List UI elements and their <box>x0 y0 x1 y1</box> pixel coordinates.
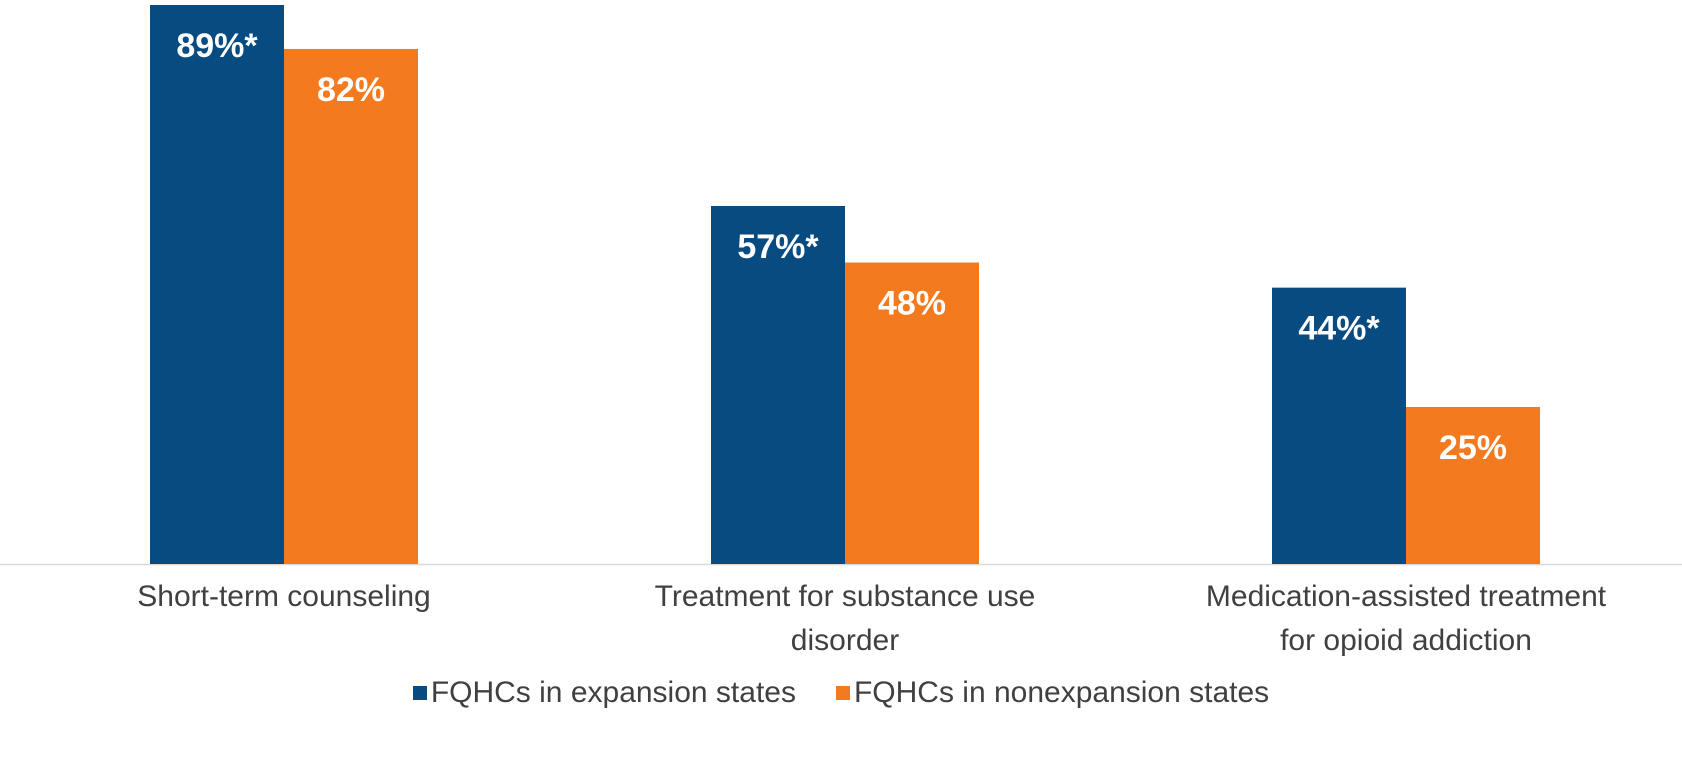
legend-item-nonexpansion: FQHCs in nonexpansion states <box>835 676 1270 710</box>
data-label-expansion-2: 44%* <box>1298 310 1380 348</box>
legend-label-expansion: FQHCs in expansion states <box>430 676 796 709</box>
category-label-1-line-0: Treatment for substance use <box>655 580 1036 613</box>
legend-item-expansion: FQHCs in expansion states <box>412 676 796 710</box>
category-label-0-line-0: Short-term counseling <box>137 580 430 613</box>
legend-swatch-nonexpansion <box>835 686 850 700</box>
legend: FQHCs in expansion states FQHCs in nonex… <box>0 676 1682 710</box>
category-label-1-line-1: disorder <box>791 624 899 657</box>
legend-swatch-expansion <box>412 686 427 700</box>
bar-expansion-1 <box>711 205 845 564</box>
data-label-nonexpansion-0: 82% <box>317 71 385 109</box>
category-label-2-line-1: for opioid addiction <box>1280 624 1532 657</box>
data-label-expansion-0: 89%* <box>176 27 258 65</box>
bar-nonexpansion-1 <box>845 262 979 564</box>
bar-nonexpansion-2 <box>1406 406 1540 564</box>
bar-chart-svg: 89%* 57%* 44%* 82% 48% 25% Short-term counseli… <box>0 5 1682 657</box>
data-label-nonexpansion-1: 48% <box>878 285 946 323</box>
legend-label-nonexpansion: FQHCs in nonexpansion states <box>853 676 1270 709</box>
bar-expansion-0 <box>150 5 284 564</box>
category-label-2-line-0: Medication-assisted treatment <box>1206 580 1607 613</box>
data-label-nonexpansion-2: 25% <box>1439 429 1507 467</box>
bar-nonexpansion-0 <box>284 48 418 564</box>
bar-expansion-2 <box>1272 287 1406 564</box>
data-label-expansion-1: 57%* <box>737 228 819 266</box>
